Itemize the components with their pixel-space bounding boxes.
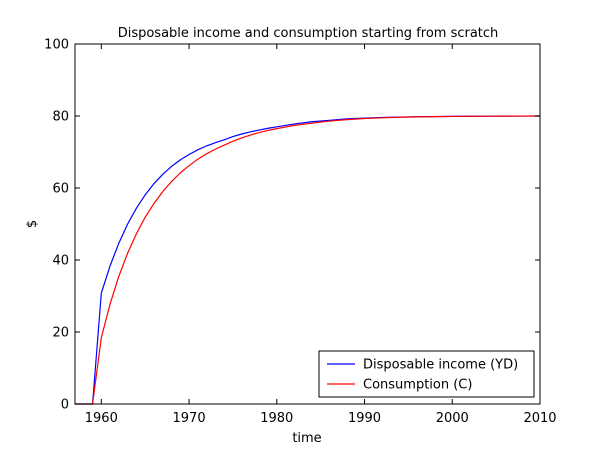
chart-title: Disposable income and consumption starti… <box>118 26 499 41</box>
x-tick-label: 1970 <box>173 411 206 426</box>
x-axis-label: time <box>292 431 321 446</box>
legend: Disposable income (YD) Consumption (C) <box>318 350 535 398</box>
legend-box <box>318 350 535 398</box>
series-line-2 <box>75 115 541 405</box>
x-tick-label: 1960 <box>85 411 118 426</box>
plot-area <box>75 44 540 404</box>
tick-layer: 1960 1970 1980 1990 2000 2010 0 20 40 60 80 100 <box>44 38 556 427</box>
y-tick-label: 40 <box>52 254 69 269</box>
y-tick-label: 20 <box>52 326 69 341</box>
x-tick-label: 1990 <box>348 411 381 426</box>
x-tick-label: 1980 <box>260 411 293 426</box>
series-layer <box>75 115 541 405</box>
legend-label-2: Consumption (C) <box>363 378 472 393</box>
y-tick-label: 60 <box>52 182 69 197</box>
legend-label-1: Disposable income (YD) <box>363 358 518 373</box>
y-axis-label: $ <box>25 220 40 228</box>
x-tick-label: 2000 <box>436 411 469 426</box>
x-tick-label: 2010 <box>523 411 556 426</box>
y-tick-label: 100 <box>44 38 69 53</box>
plot-frame <box>74 43 541 405</box>
y-tick-label: 0 <box>61 398 69 413</box>
y-tick-label: 80 <box>52 110 69 125</box>
